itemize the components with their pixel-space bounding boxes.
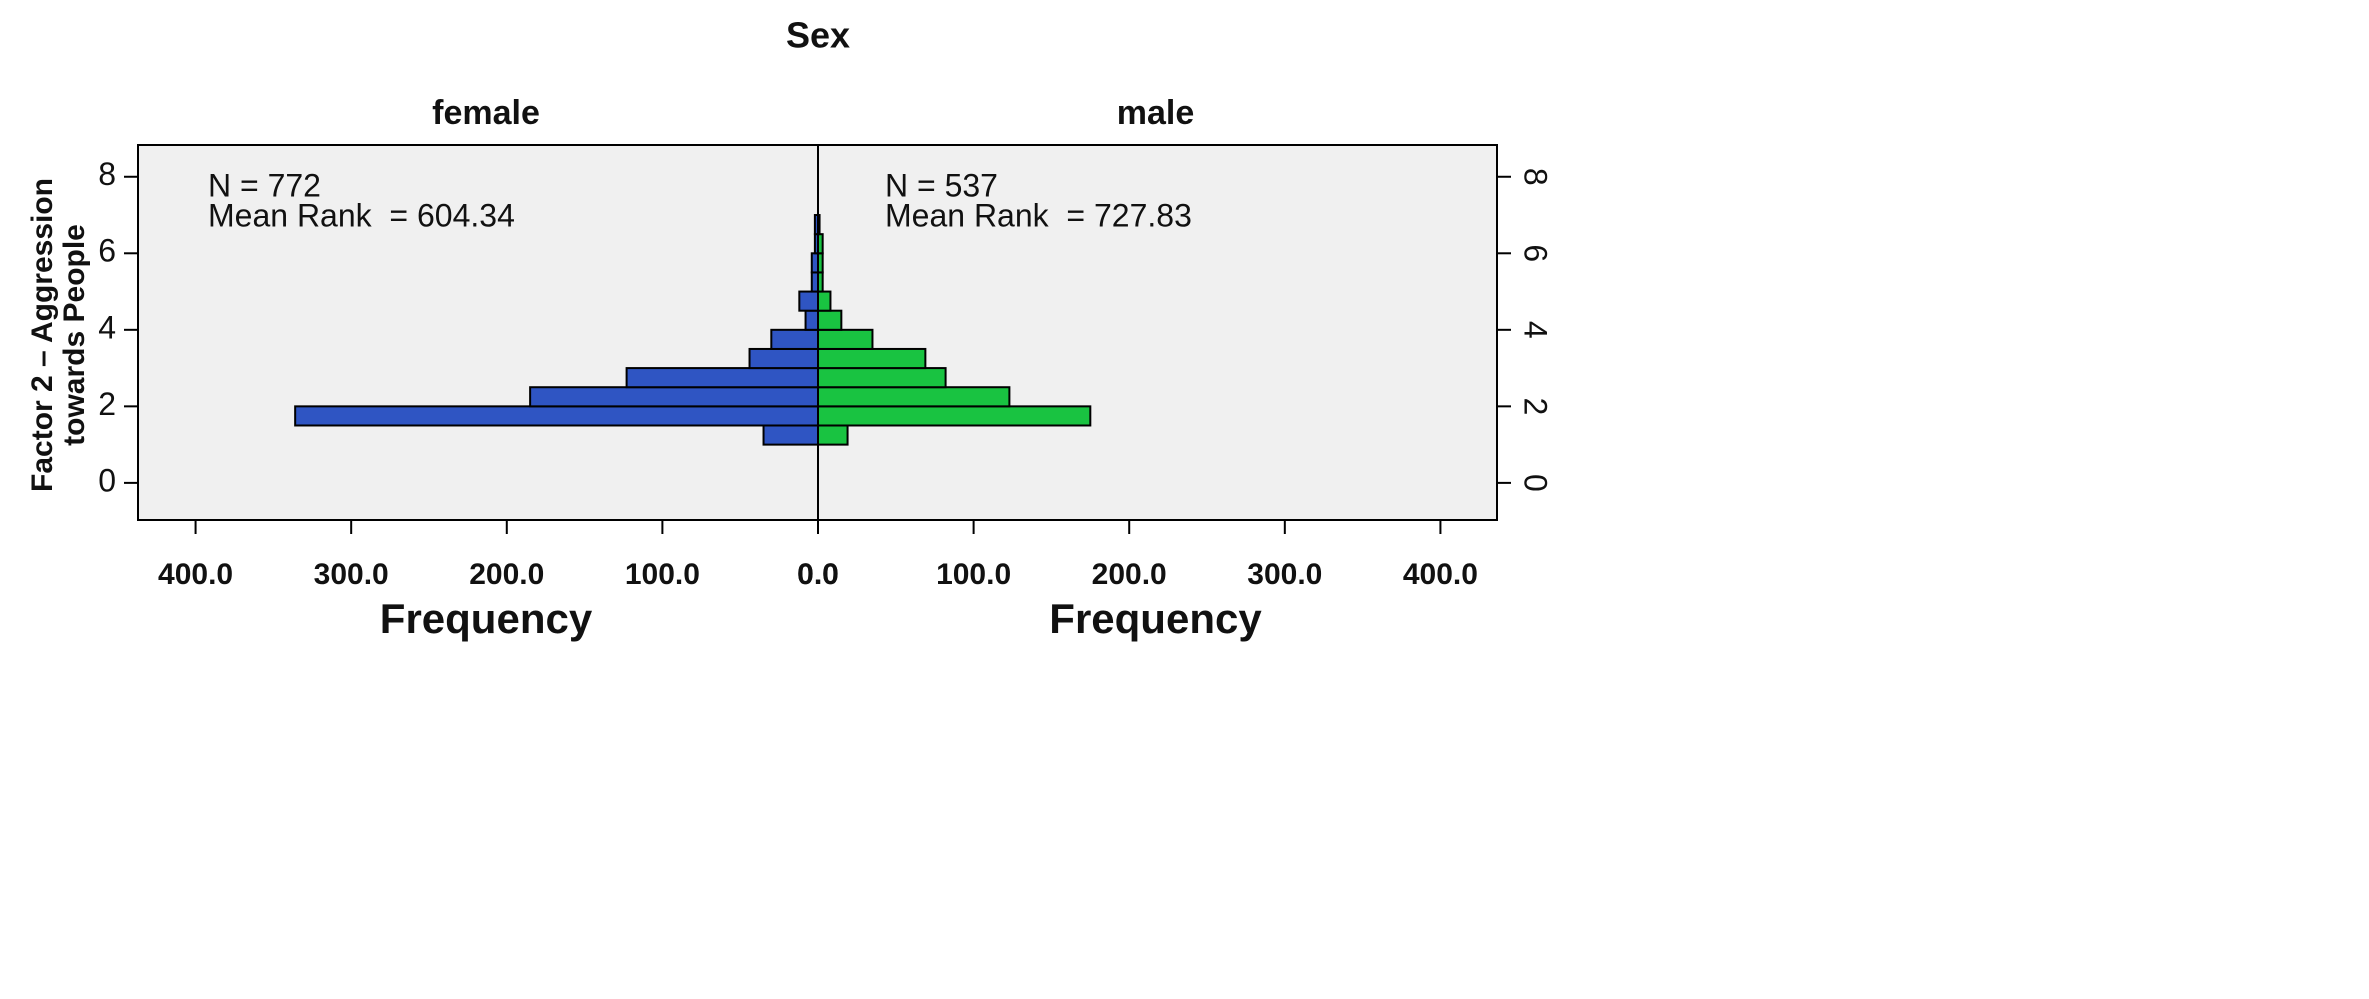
y-tick-label: 2	[98, 386, 116, 422]
y-tick-label: 4	[98, 309, 116, 345]
y-axis-label: Factor 2 – Aggression towards People	[26, 178, 91, 492]
x-tick-label: 100.0	[625, 558, 700, 591]
bar	[817, 386, 1011, 408]
chart-title: Sex	[786, 15, 850, 56]
x-tick-label: 400.0	[1403, 558, 1478, 591]
bar	[625, 367, 819, 389]
y2-tick-label: 2	[1518, 397, 1554, 415]
bar	[817, 309, 843, 331]
bar	[798, 290, 819, 312]
y-tick-label: 6	[98, 233, 116, 269]
x-axis-label: Frequency	[380, 595, 593, 642]
bar	[817, 347, 927, 370]
x-axis-label: Frequency	[1049, 595, 1262, 642]
y-axis-label-line: towards People	[58, 224, 91, 446]
x-tick-label: 200.0	[469, 558, 544, 591]
bar	[762, 424, 820, 446]
bar	[294, 405, 819, 427]
y-tick-label: 8	[98, 156, 116, 192]
y-tick-label: 0	[98, 462, 116, 498]
bar	[817, 405, 1092, 427]
y-axis-label-line: Factor 2 – Aggression	[26, 178, 59, 492]
x-tick-label: 300.0	[1247, 558, 1322, 591]
x-tick-label: 300.0	[314, 558, 389, 591]
bar	[817, 328, 874, 350]
x-tick-label: 400.0	[158, 558, 233, 591]
panel-label: male	[1117, 94, 1195, 132]
y2-tick-label: 6	[1518, 244, 1554, 262]
annotation: N = 772	[208, 167, 321, 203]
bar	[770, 328, 819, 350]
x-tick-label: 0.0	[797, 558, 839, 591]
y2-tick-label: 4	[1518, 321, 1554, 339]
panel-label: female	[432, 94, 540, 132]
x-tick-label: 0.0	[797, 558, 839, 591]
bar	[817, 424, 849, 446]
x-tick-label: 200.0	[1092, 558, 1167, 591]
annotation: N = 537	[885, 167, 998, 203]
x-tick-label: 100.0	[936, 558, 1011, 591]
bar	[804, 309, 820, 331]
annotation: Mean Rank = 727.83	[885, 197, 1192, 233]
bar	[817, 367, 947, 389]
y2-tick-label: 8	[1518, 168, 1554, 186]
bar	[529, 386, 820, 408]
bar	[817, 290, 832, 312]
y2-tick-label: 0	[1518, 474, 1554, 492]
annotation: Mean Rank = 604.34	[208, 197, 515, 233]
bar	[748, 347, 820, 370]
